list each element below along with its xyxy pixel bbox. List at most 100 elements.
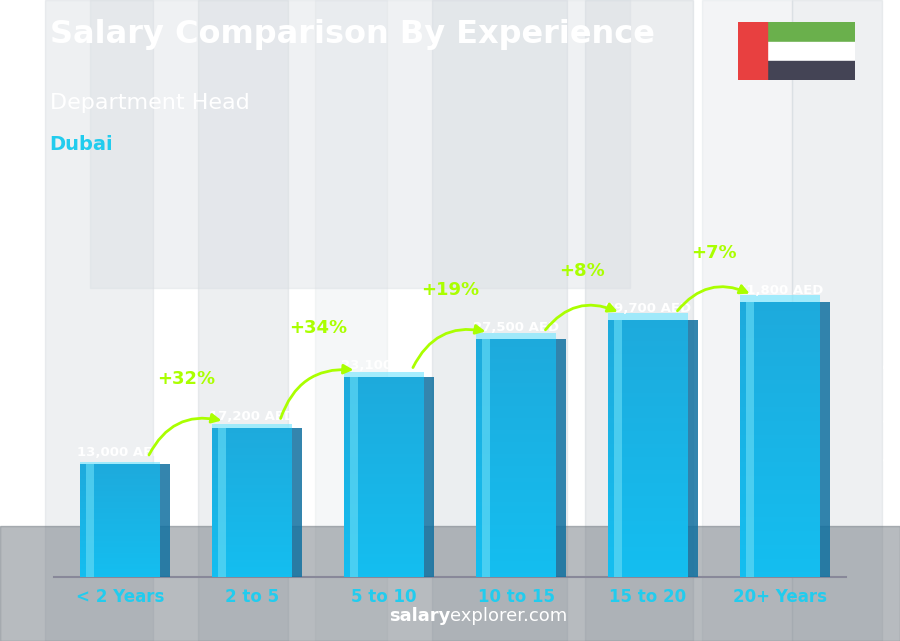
Bar xyxy=(746,302,754,577)
Bar xyxy=(345,560,424,563)
Bar xyxy=(80,502,159,504)
Bar xyxy=(741,435,820,439)
Bar xyxy=(345,463,424,467)
Bar xyxy=(212,554,292,557)
Bar xyxy=(345,530,424,533)
Bar xyxy=(212,542,292,545)
Bar xyxy=(80,490,159,492)
Bar xyxy=(608,410,688,414)
Bar xyxy=(476,374,555,379)
Bar xyxy=(741,389,820,394)
Bar xyxy=(608,333,688,337)
Bar xyxy=(80,496,159,498)
Bar xyxy=(345,424,424,427)
Bar xyxy=(741,540,820,545)
Bar xyxy=(432,0,567,641)
Bar xyxy=(212,451,292,453)
Bar xyxy=(741,458,820,462)
Bar xyxy=(476,517,555,521)
Bar xyxy=(608,358,688,363)
Bar xyxy=(80,492,159,494)
Bar xyxy=(80,571,159,573)
Bar xyxy=(608,388,688,393)
Bar xyxy=(80,547,159,549)
Bar xyxy=(476,537,555,541)
Bar xyxy=(741,370,820,375)
Bar xyxy=(741,471,820,476)
Bar xyxy=(741,485,820,490)
Bar xyxy=(345,420,424,424)
Bar xyxy=(212,438,292,440)
Bar xyxy=(80,487,159,489)
Bar xyxy=(741,563,820,568)
Bar xyxy=(741,490,820,494)
Bar xyxy=(212,440,292,443)
Bar xyxy=(476,446,555,450)
Bar xyxy=(345,384,424,387)
Bar xyxy=(212,465,292,468)
Bar xyxy=(608,435,688,440)
Bar xyxy=(702,0,792,641)
Bar xyxy=(212,435,292,438)
Bar xyxy=(476,438,555,442)
Bar xyxy=(212,500,292,503)
Bar xyxy=(476,521,555,526)
Bar xyxy=(741,517,820,522)
Bar xyxy=(80,478,159,479)
Bar xyxy=(80,530,159,532)
Bar xyxy=(345,500,424,504)
Bar xyxy=(80,464,159,466)
Bar xyxy=(212,433,292,435)
Bar xyxy=(608,538,688,543)
Text: +32%: +32% xyxy=(157,370,215,388)
Bar xyxy=(741,320,820,324)
Bar xyxy=(212,475,292,478)
Bar xyxy=(80,536,159,538)
Bar xyxy=(741,375,820,379)
Bar xyxy=(80,462,159,464)
Text: +7%: +7% xyxy=(691,244,737,262)
Bar xyxy=(608,453,688,457)
Bar xyxy=(608,462,688,465)
Bar xyxy=(476,529,555,533)
Bar xyxy=(476,403,555,406)
Bar xyxy=(212,565,292,567)
Bar xyxy=(741,522,820,526)
Bar xyxy=(741,398,820,403)
Bar xyxy=(80,520,159,522)
Bar xyxy=(741,572,820,577)
Bar xyxy=(476,526,555,529)
Bar xyxy=(345,487,424,490)
Bar xyxy=(212,460,292,463)
Text: 23,100 AED: 23,100 AED xyxy=(341,359,428,372)
Bar xyxy=(767,61,855,80)
Bar xyxy=(741,444,820,449)
Bar xyxy=(608,376,688,380)
Bar xyxy=(80,560,159,562)
Bar xyxy=(345,447,424,450)
Bar xyxy=(741,357,820,362)
Bar xyxy=(476,434,555,438)
Bar xyxy=(212,549,292,552)
Bar xyxy=(608,328,688,333)
Bar xyxy=(45,0,153,641)
Bar xyxy=(345,483,424,487)
Bar xyxy=(608,401,688,406)
Bar xyxy=(80,512,159,513)
Bar xyxy=(80,500,159,502)
Bar xyxy=(80,485,159,487)
Bar xyxy=(476,363,555,367)
Bar xyxy=(741,366,820,370)
Bar xyxy=(608,534,688,538)
Bar xyxy=(476,486,555,490)
Bar xyxy=(345,570,424,574)
Bar xyxy=(476,490,555,494)
Bar xyxy=(476,414,555,418)
Bar xyxy=(345,504,424,507)
Bar xyxy=(345,457,424,460)
Bar xyxy=(741,324,820,329)
Bar xyxy=(608,483,688,487)
Bar xyxy=(345,440,424,444)
Bar xyxy=(476,541,555,545)
Bar xyxy=(159,464,170,577)
